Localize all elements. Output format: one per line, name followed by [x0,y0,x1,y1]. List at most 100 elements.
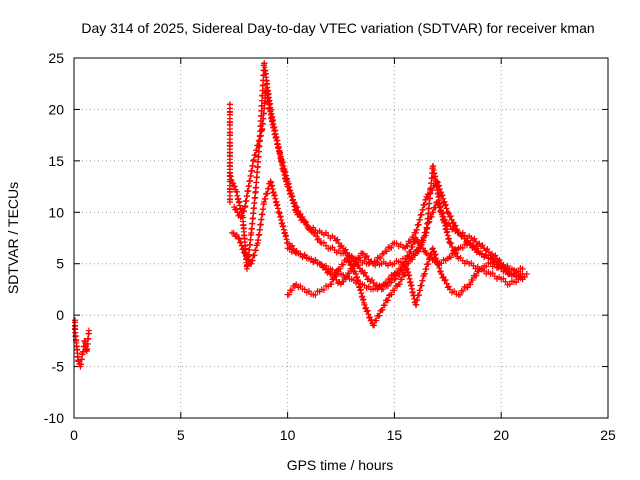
data-point [354,259,361,266]
data-point [374,286,381,293]
data-point [439,210,446,217]
data-point [479,242,486,249]
data-point [435,183,442,190]
data-point [364,307,371,314]
y-tick-label: -10 [44,410,64,426]
data-point [368,316,375,323]
y-tick-label: 15 [48,153,64,169]
data-point [450,250,457,257]
data-point [342,246,349,253]
data-point [422,229,429,236]
data-point [363,253,370,260]
data-point [323,242,330,249]
data-point [249,257,256,264]
data-point [356,254,363,261]
data-point [439,192,446,199]
data-point [334,236,341,243]
data-point [396,281,403,288]
data-point [425,191,432,198]
data-point [438,260,445,267]
data-point [297,282,304,289]
data-point [379,306,386,313]
data-point [411,252,418,259]
data-marks [72,60,530,370]
y-tick-label: 20 [48,101,64,117]
data-point [426,218,433,225]
data-point [506,281,513,288]
x-axis-label: GPS time / hours [287,457,394,473]
data-point [452,222,459,229]
data-point [370,280,377,286]
data-point [351,268,358,275]
data-point [470,243,477,250]
data-point [424,224,431,231]
x-tick-label: 25 [600,427,616,443]
data-point [425,260,432,267]
data-point [409,243,416,250]
data-point [446,286,453,293]
data-point [483,263,490,270]
data-point [381,302,388,309]
data-point [320,239,327,246]
data-point [386,276,393,283]
data-point [286,240,293,247]
data-point [371,322,378,329]
data-point [320,286,327,293]
data-point [405,253,412,260]
y-axis-label: SDTVAR / TECUs [5,182,21,294]
data-point [252,247,259,254]
data-point [295,210,302,217]
data-point [464,284,471,291]
data-point [388,244,395,251]
data-point [373,317,380,324]
data-point [519,265,526,272]
plot-frame [73,57,609,419]
data-point [340,261,347,268]
data-point [286,291,293,298]
data-point [407,248,414,255]
data-point [473,272,480,279]
data-point [404,242,411,249]
data-point [438,192,445,199]
data-point [423,265,430,272]
y-tick-label: 10 [48,204,64,220]
data-point [361,269,368,276]
data-point [233,231,240,238]
data-point [302,218,309,225]
data-point [238,213,245,220]
data-point [261,199,268,205]
data-point [442,202,449,209]
data-point [348,261,355,268]
data-point [422,247,429,254]
grid [74,58,608,418]
data-point [460,288,467,295]
data-point [434,178,441,185]
x-tick-label: 15 [387,427,403,443]
data-point [330,276,337,283]
data-point [398,276,405,283]
data-point [447,213,454,220]
data-point [461,235,468,242]
data-point [443,205,450,212]
data-point [409,256,416,263]
data-point [391,287,398,294]
data-point [397,266,404,273]
data-point [436,265,443,272]
data-point [415,248,422,255]
data-point [429,187,436,194]
data-point [305,288,312,295]
data-point [262,195,269,202]
data-point [376,312,383,319]
data-point [312,292,319,299]
data-point [441,198,448,205]
data-point [289,242,296,249]
data-point [428,253,435,260]
data-point [436,182,443,189]
data-point [288,287,295,294]
data-point [235,235,242,241]
x-tick-label: 0 [70,427,78,443]
data-point [430,209,437,216]
data-point [428,213,435,220]
data-point [513,279,520,286]
